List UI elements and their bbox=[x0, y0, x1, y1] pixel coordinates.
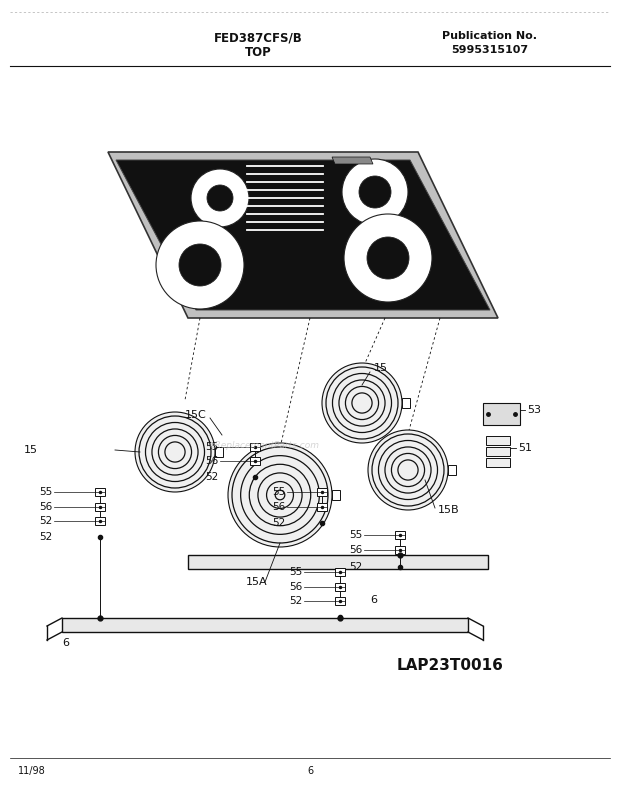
Circle shape bbox=[135, 412, 215, 492]
Text: 5995315107: 5995315107 bbox=[451, 45, 529, 55]
Text: 55: 55 bbox=[348, 530, 362, 540]
Text: TOP: TOP bbox=[245, 46, 272, 59]
Bar bbox=[335, 568, 345, 576]
Circle shape bbox=[368, 430, 448, 510]
Bar bbox=[215, 447, 223, 457]
Polygon shape bbox=[486, 436, 510, 445]
Bar bbox=[335, 583, 345, 591]
Text: 55: 55 bbox=[38, 487, 52, 497]
Polygon shape bbox=[188, 555, 488, 569]
Text: 52: 52 bbox=[348, 562, 362, 572]
Bar bbox=[95, 503, 105, 511]
Polygon shape bbox=[62, 618, 468, 632]
Bar bbox=[250, 443, 260, 451]
Text: LAP23T0016: LAP23T0016 bbox=[397, 657, 503, 672]
Bar bbox=[95, 488, 105, 496]
Bar bbox=[335, 597, 345, 605]
Text: 6: 6 bbox=[370, 595, 377, 605]
Polygon shape bbox=[483, 403, 520, 425]
Text: 56: 56 bbox=[205, 456, 218, 466]
Text: 56: 56 bbox=[272, 502, 285, 512]
Bar bbox=[402, 398, 410, 408]
Polygon shape bbox=[486, 458, 510, 467]
Circle shape bbox=[191, 169, 249, 227]
Text: 56: 56 bbox=[38, 502, 52, 512]
Text: 53: 53 bbox=[527, 405, 541, 415]
Text: 55: 55 bbox=[205, 442, 218, 452]
Text: 52: 52 bbox=[205, 472, 218, 482]
Text: 15A: 15A bbox=[246, 577, 268, 587]
Bar bbox=[95, 517, 105, 525]
Polygon shape bbox=[332, 157, 373, 164]
Polygon shape bbox=[116, 160, 490, 310]
Text: 52: 52 bbox=[38, 532, 52, 542]
Bar bbox=[332, 490, 340, 500]
Text: FED387CFS/B: FED387CFS/B bbox=[214, 32, 303, 44]
Text: 6: 6 bbox=[62, 638, 69, 648]
Circle shape bbox=[179, 244, 221, 286]
Polygon shape bbox=[108, 152, 498, 318]
Text: 52: 52 bbox=[272, 518, 285, 528]
Text: 15: 15 bbox=[24, 445, 38, 455]
Circle shape bbox=[207, 185, 233, 211]
Circle shape bbox=[359, 176, 391, 208]
Text: 16: 16 bbox=[144, 187, 158, 197]
Bar bbox=[317, 503, 327, 511]
Text: Publication No.: Publication No. bbox=[443, 31, 538, 41]
Text: 56: 56 bbox=[348, 545, 362, 555]
Circle shape bbox=[367, 237, 409, 279]
Text: eReplacementParts.com: eReplacementParts.com bbox=[210, 441, 320, 449]
Text: 6: 6 bbox=[307, 766, 313, 776]
Text: 11/98: 11/98 bbox=[18, 766, 46, 776]
Text: 15B: 15B bbox=[438, 505, 459, 515]
Bar bbox=[395, 546, 405, 554]
Text: 55: 55 bbox=[272, 487, 285, 497]
Text: 15: 15 bbox=[374, 363, 388, 373]
Bar bbox=[317, 488, 327, 496]
Text: 52: 52 bbox=[289, 596, 302, 606]
Circle shape bbox=[342, 159, 408, 225]
Text: 15C: 15C bbox=[185, 410, 206, 420]
Circle shape bbox=[228, 443, 332, 547]
Circle shape bbox=[156, 221, 244, 309]
Bar bbox=[448, 465, 456, 475]
Bar bbox=[250, 457, 260, 465]
Circle shape bbox=[344, 214, 432, 302]
Text: 56: 56 bbox=[289, 582, 302, 592]
Circle shape bbox=[322, 363, 402, 443]
Polygon shape bbox=[486, 447, 510, 456]
Text: 55: 55 bbox=[289, 567, 302, 577]
Bar bbox=[395, 531, 405, 539]
Text: 52: 52 bbox=[38, 516, 52, 526]
Text: 51: 51 bbox=[518, 443, 532, 453]
